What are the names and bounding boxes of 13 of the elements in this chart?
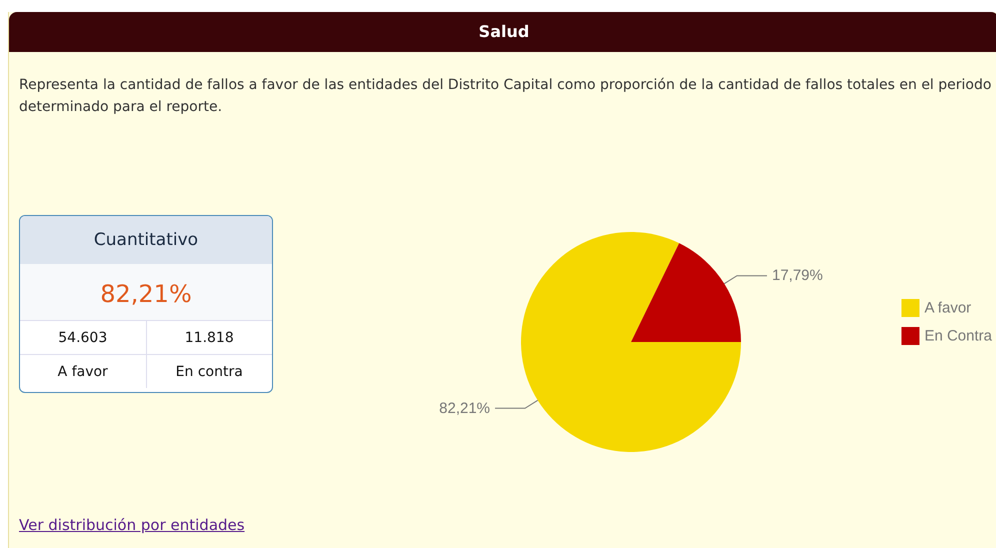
chart-subtitle: Representa la cantidad de fallos a favor de las entidades del Distrito Capital como proporción de la cantidad de fallos totales en el periodo determinado para el reporte.	[19, 76, 992, 117]
data-label: 82,21%	[439, 400, 490, 417]
text: 11.818	[146, 320, 272, 354]
text: 82,21%	[20, 264, 272, 320]
data-label: 17,79%	[772, 267, 823, 284]
text: A favor	[20, 354, 146, 388]
text: Ver distribución por entidades	[19, 516, 245, 534]
legend-label: A favor	[924, 300, 972, 316]
text: En contra	[146, 354, 272, 388]
chart-title: Salud	[9, 12, 996, 52]
text: 54.603	[20, 320, 146, 354]
legend-label: En Contra	[924, 328, 993, 344]
text: Cuantitativo	[20, 216, 272, 264]
